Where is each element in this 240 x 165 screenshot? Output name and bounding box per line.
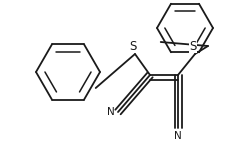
- Text: S: S: [189, 39, 197, 52]
- Text: S: S: [129, 39, 137, 52]
- Text: N: N: [174, 131, 182, 141]
- Text: N: N: [107, 107, 115, 117]
